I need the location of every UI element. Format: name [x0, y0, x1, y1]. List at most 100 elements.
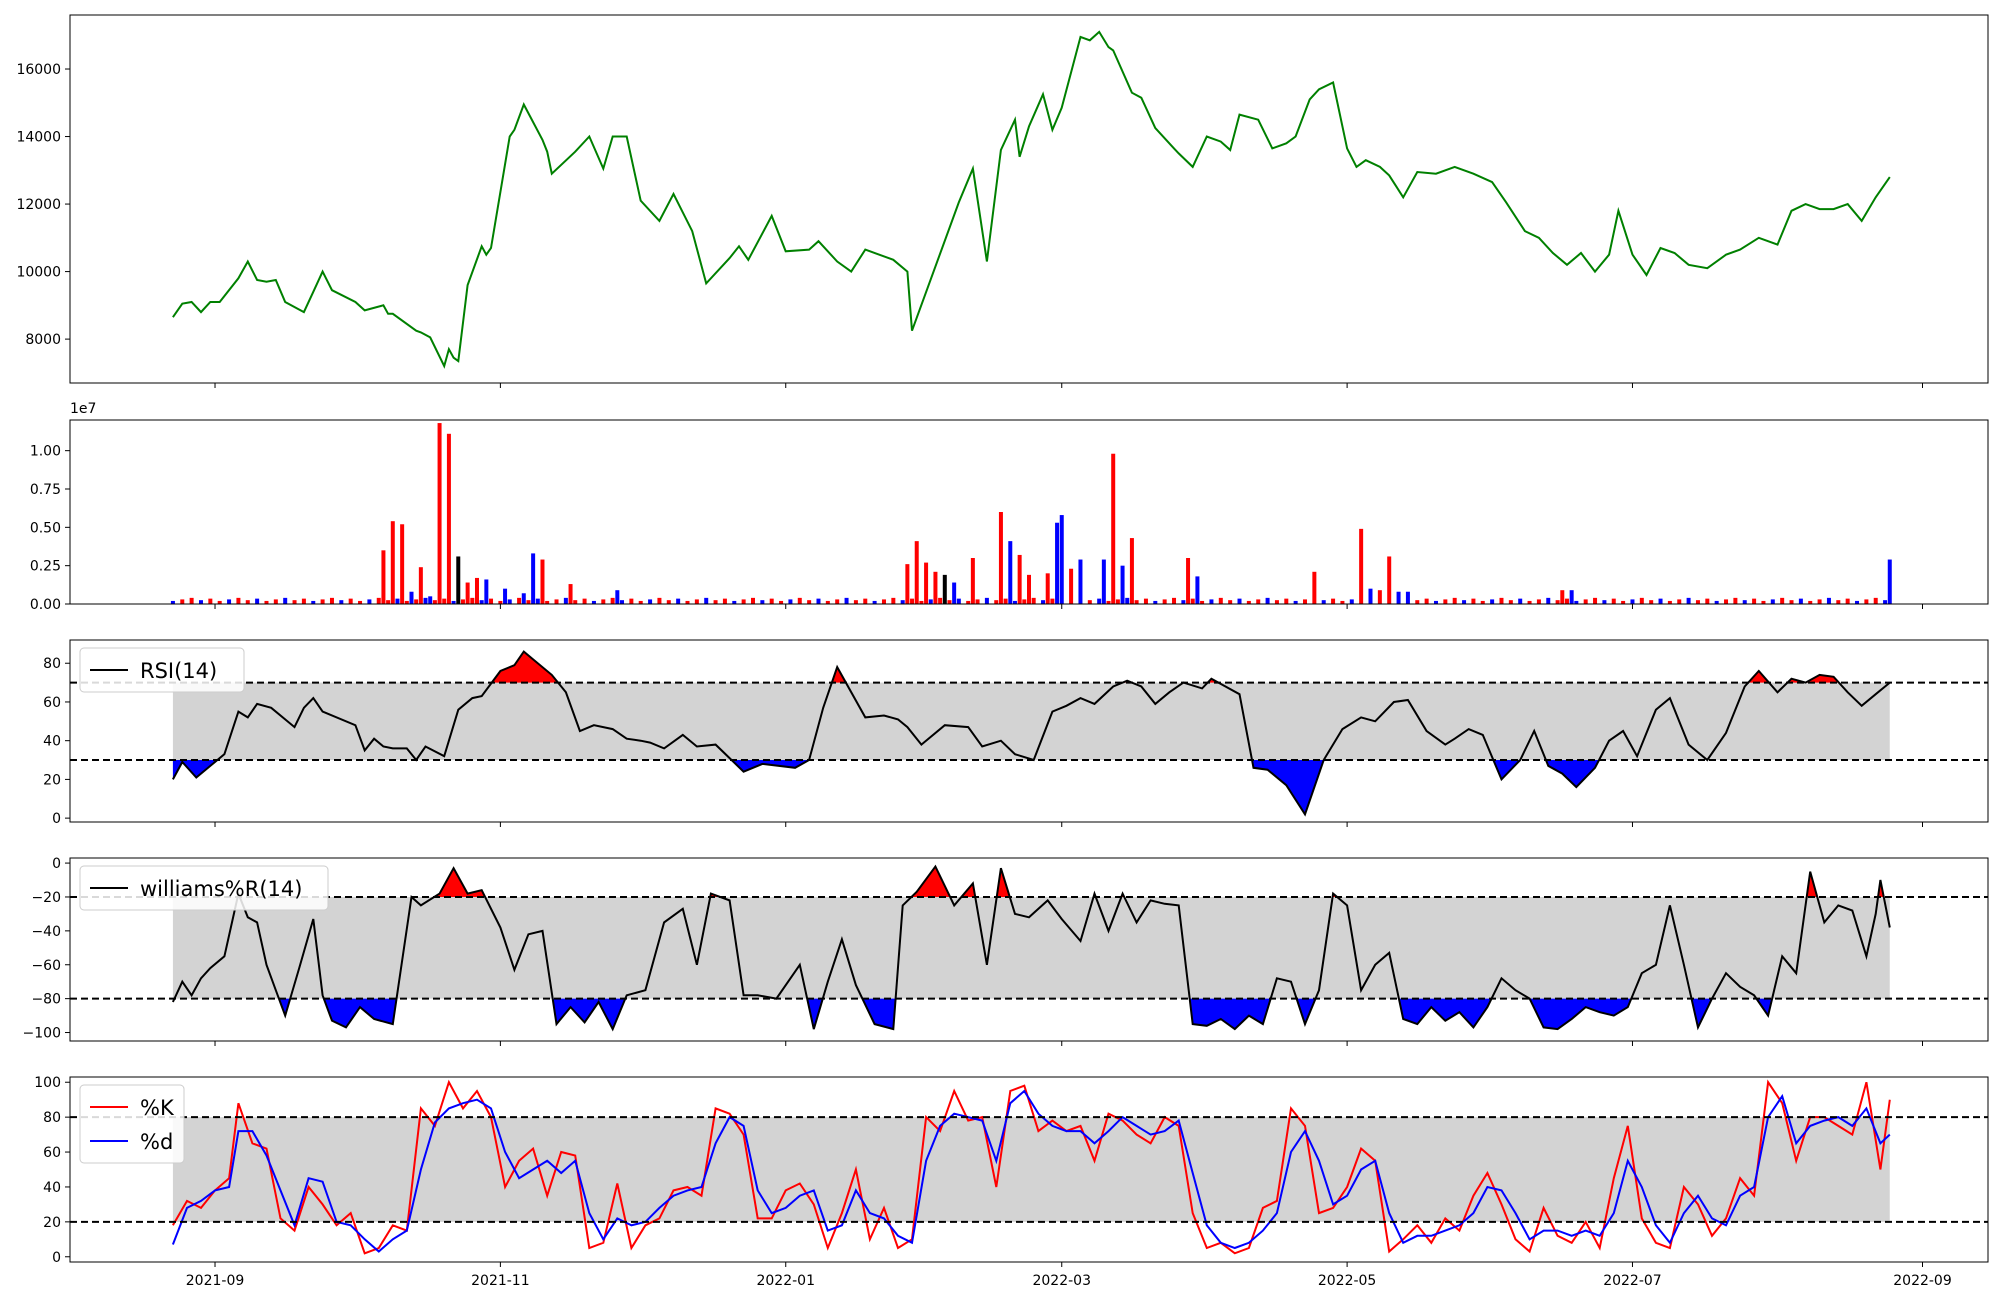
volume-bar: [1471, 598, 1476, 604]
y-tick-label: 16000: [16, 62, 61, 78]
volume-bar: [255, 598, 260, 604]
volume-bar: [1686, 597, 1691, 604]
volume-bar: [741, 599, 746, 604]
volume-bar: [1667, 600, 1672, 604]
volume-bar: [722, 598, 727, 604]
y-tick-label: 0.50: [30, 520, 61, 536]
volume-bar: [381, 550, 386, 604]
volume-bar: [881, 599, 886, 604]
volume-bar: [1125, 597, 1130, 604]
volume-bar: [615, 590, 620, 604]
volume-bar: [292, 600, 297, 604]
volume-bar: [470, 597, 475, 604]
volume-bar: [1695, 600, 1700, 604]
volume-bar: [573, 600, 578, 604]
oversold-fill: [1189, 998, 1271, 1030]
volume-bar: [456, 556, 461, 604]
volume-bar: [1027, 574, 1031, 604]
volume-bar: [713, 600, 718, 604]
volume-bar: [1120, 565, 1125, 604]
stochastic-k-line: [172, 1079, 1891, 1255]
y-tick-label: 60: [43, 1145, 61, 1161]
y-tick-label: 0: [52, 856, 61, 872]
volume-bar: [1097, 598, 1102, 604]
volume-bar: [1129, 538, 1134, 604]
volume-bar: [521, 593, 526, 604]
volume-bar: [283, 597, 288, 604]
volume-bar: [685, 600, 690, 604]
oversold-fill: [1296, 998, 1316, 1025]
y-tick-label: −20: [31, 890, 61, 906]
volume-bar: [1873, 597, 1878, 604]
volume-bar: [1583, 599, 1588, 604]
x-tick-label: 2022-05: [1318, 1273, 1377, 1289]
volume-bar: [1536, 599, 1541, 604]
volume-bar: [1265, 597, 1270, 604]
volume-bar: [432, 600, 437, 604]
volume-bar: [479, 600, 484, 604]
volume-bar: [610, 597, 615, 604]
y-tick-label: 0: [52, 811, 61, 827]
y-tick-label: 0: [52, 1250, 61, 1266]
volume-bar: [264, 600, 269, 604]
price-line: [172, 30, 1891, 369]
volume-bar: [1836, 600, 1841, 604]
volume-bar: [1041, 600, 1046, 604]
oversold-fill: [1398, 998, 1492, 1028]
volume-bar: [1055, 522, 1060, 604]
volume-bar: [1256, 599, 1261, 604]
volume-bar: [409, 591, 414, 604]
volume-bar: [1143, 598, 1148, 604]
y-tick-label: 100: [34, 1075, 61, 1091]
volume-bar: [924, 562, 929, 604]
volume-bar: [1284, 598, 1289, 604]
volume-bar: [1017, 554, 1022, 604]
volume-bar: [1780, 597, 1785, 604]
volume-bar: [367, 599, 372, 604]
volume-bar: [1172, 597, 1177, 604]
volume-bar: [1059, 515, 1064, 604]
volume-bar: [1424, 598, 1429, 604]
x-tick-label: 2022-01: [756, 1273, 815, 1289]
volume-bar: [1195, 576, 1200, 604]
oversold-fill: [731, 760, 810, 772]
volume-bar: [1855, 600, 1860, 604]
volume-bar: [1008, 541, 1013, 604]
volume-bar: [423, 597, 428, 604]
volume-bar: [1349, 599, 1354, 604]
volume-bar: [942, 574, 947, 604]
legend-box: [79, 865, 329, 911]
volume-bar: [180, 599, 185, 604]
volume-bar: [1770, 599, 1775, 604]
volume-bar: [994, 600, 999, 604]
volume-bar: [769, 598, 774, 604]
y-tick-label: 12000: [16, 197, 61, 213]
y-tick-label: −80: [31, 992, 61, 1008]
volume-bar: [1396, 591, 1401, 604]
volume-bar: [1798, 598, 1803, 604]
volume-bar: [1218, 597, 1223, 604]
volume-bar: [563, 597, 568, 604]
y-tick-label: −60: [31, 958, 61, 974]
volume-bar: [1733, 597, 1738, 604]
y-tick-label: 80: [43, 1110, 61, 1126]
volume-bar: [189, 597, 194, 604]
oversold-fill: [1545, 760, 1600, 788]
volume-bar: [648, 599, 653, 604]
volume-bar: [1677, 599, 1682, 604]
volume-bar: [1826, 597, 1831, 604]
volume-bar: [507, 599, 512, 604]
volume-bar: [437, 423, 442, 604]
stochastic-panel: 0 20 40 60 80 100 2021-09 2021-11 2022-01 2022-03…: [34, 1075, 1989, 1289]
volume-bar: [1564, 598, 1569, 604]
neutral-band: [172, 896, 1890, 999]
volume-bar: [1593, 597, 1598, 604]
volume-bar: [779, 600, 784, 604]
x-tick-label: 2021-09: [186, 1273, 245, 1289]
volume-bar: [1228, 600, 1233, 604]
volume-bar: [1274, 600, 1279, 604]
volume-bar: [1649, 600, 1654, 604]
volume-bar: [638, 600, 643, 604]
y-tick-label: 60: [43, 695, 61, 711]
